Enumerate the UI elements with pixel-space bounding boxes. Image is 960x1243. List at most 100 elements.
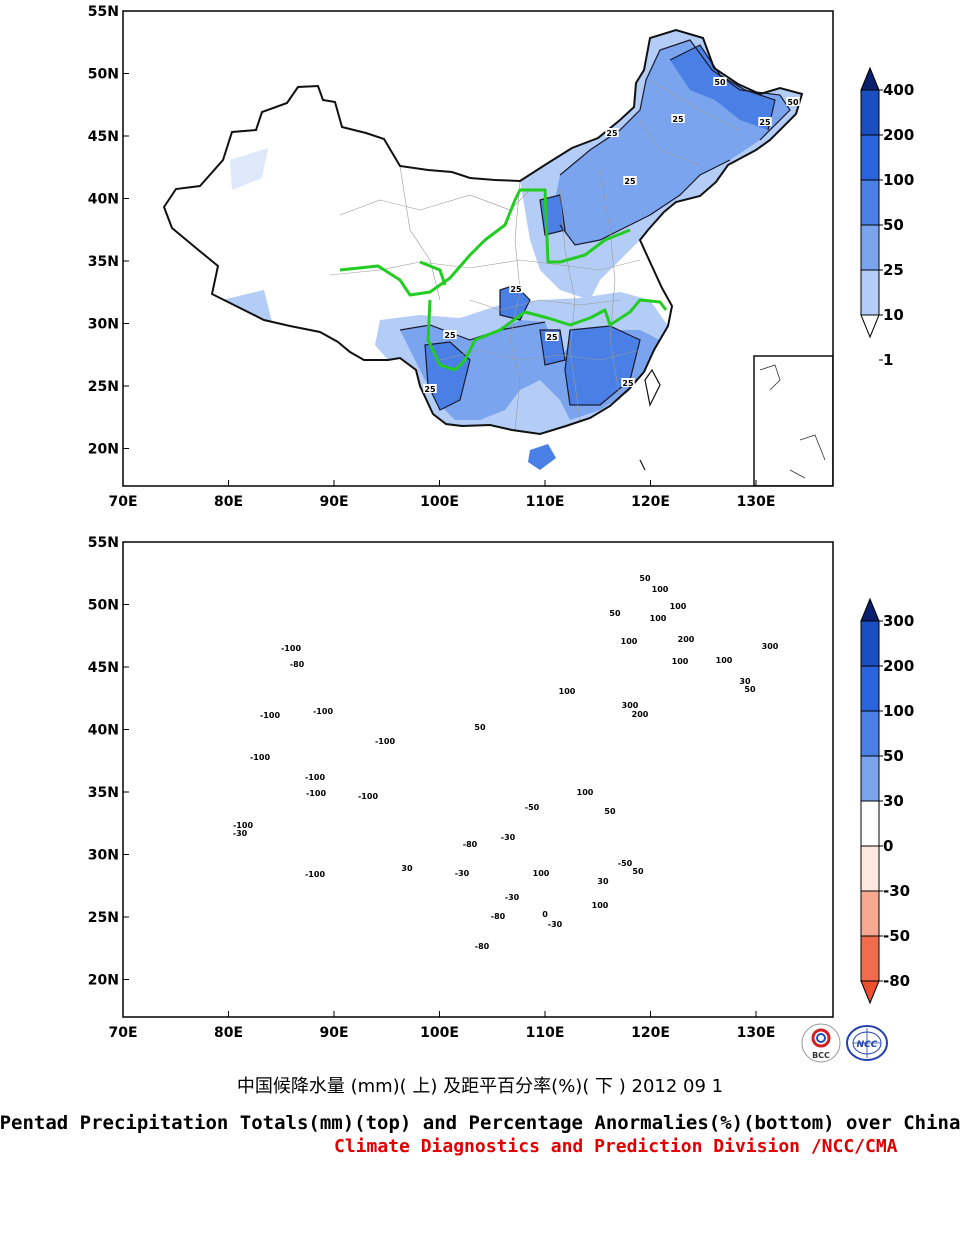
bottom-contour-label-bg bbox=[531, 868, 551, 877]
bottom-ytick-label: 45N bbox=[88, 660, 119, 676]
top-colorbar-label: 25 bbox=[883, 261, 904, 279]
bottom-contour-label-bg bbox=[608, 608, 622, 617]
bottom-contour-label: -100 bbox=[375, 737, 395, 746]
top-colorbar-box bbox=[860, 224, 880, 271]
top-ytick-label: 35N bbox=[88, 254, 119, 270]
top-contour-label-bg bbox=[758, 117, 772, 126]
bottom-ytick-label: 25N bbox=[88, 910, 119, 926]
top-xtick-label: 100E bbox=[420, 494, 459, 510]
top-y-axis: 55N 50N 45N 40N 35N 30N 25N 20N bbox=[88, 4, 129, 458]
top-contour-label: 25 bbox=[444, 331, 456, 340]
top-contour-label: 25 bbox=[606, 129, 618, 138]
top-colorbar-label: 10 bbox=[883, 306, 904, 324]
bottom-contour-label-bg bbox=[540, 909, 550, 918]
bottom-colorbar-label: -80 bbox=[883, 972, 910, 990]
bottom-contour-label: -100 bbox=[358, 792, 378, 801]
bottom-contour-label: 100 bbox=[670, 602, 687, 611]
bottom-contour-label: 100 bbox=[533, 869, 550, 878]
bottom-ytick-label: 20N bbox=[88, 973, 119, 989]
top-xtick-label: 120E bbox=[631, 494, 670, 510]
top-contour-label: 50 bbox=[787, 98, 799, 107]
top-xtick-label: 90E bbox=[319, 494, 348, 510]
bottom-colorbar-label: 200 bbox=[883, 657, 914, 675]
bottom-contour-label-bg bbox=[230, 828, 250, 837]
bottom-contour-label: -80 bbox=[491, 912, 506, 921]
bottom-contour-label-bg bbox=[502, 892, 522, 901]
bottom-contour-label-bg bbox=[575, 787, 595, 796]
top-contour-label-bg bbox=[713, 77, 727, 86]
bottom-contour-label: -100 bbox=[281, 644, 301, 653]
ncc-logo: NCC bbox=[846, 1025, 888, 1061]
bottom-colorbar-box bbox=[860, 755, 880, 802]
bottom-colorbar-label: -50 bbox=[883, 927, 910, 945]
bottom-contour-label: 30 bbox=[739, 677, 751, 686]
bottom-colorbar-box bbox=[860, 710, 880, 757]
top-colorbar: 400 200 100 50 25 10 1 bbox=[860, 66, 914, 369]
bottom-contour-label: -30 bbox=[233, 829, 248, 838]
bottom-xtick-label: 130E bbox=[737, 1025, 776, 1041]
top-contour-labels: 50 50 25 25 25 25 25 25 25 25 25 bbox=[423, 77, 800, 394]
bottom-contour-label: -80 bbox=[290, 660, 305, 669]
bottom-contour-label: -100 bbox=[233, 821, 253, 830]
bottom-xtick-label: 120E bbox=[631, 1025, 670, 1041]
top-xtick-label: 70E bbox=[108, 494, 137, 510]
bottom-contour-label-bg bbox=[743, 684, 757, 693]
top-ytick-label: 20N bbox=[88, 442, 119, 458]
top-colorbar-label: 400 bbox=[883, 81, 914, 99]
bottom-contour-label-bg bbox=[498, 832, 518, 841]
bottom-contour-label-bg bbox=[620, 700, 640, 709]
bottom-xtick-label: 80E bbox=[214, 1025, 243, 1041]
bottom-contour-label: 300 bbox=[762, 642, 779, 651]
bottom-contour-label: 200 bbox=[632, 710, 649, 719]
bottom-contour-label: -100 bbox=[260, 711, 280, 720]
bottom-colorbar-box bbox=[860, 620, 880, 667]
bottom-contour-label: -80 bbox=[475, 942, 490, 951]
bottom-colorbar-box bbox=[860, 665, 880, 712]
bottom-xtick-label: 90E bbox=[319, 1025, 348, 1041]
top-ytick-label: 30N bbox=[88, 317, 119, 333]
bottom-contour-label-bg bbox=[738, 676, 752, 685]
bottom-contour-label: -50 bbox=[525, 803, 540, 812]
bottom-contour-labels: -100-80-100 -100-100-100-100-100 -100-100-… bbox=[230, 573, 780, 951]
top-ytick-label: 45N bbox=[88, 129, 119, 145]
bottom-colorbar-label: 30 bbox=[883, 792, 904, 810]
panel-top-frame bbox=[122, 10, 834, 487]
bottom-colorbar-top-arrow bbox=[860, 597, 880, 622]
bottom-contour-label: 100 bbox=[672, 657, 689, 666]
bottom-contour-label: -100 bbox=[305, 870, 325, 879]
top-colorbar-box bbox=[860, 89, 880, 136]
bottom-contour-label: -80 bbox=[463, 840, 478, 849]
ncc-logo-text: NCC bbox=[857, 1040, 878, 1050]
bottom-contour-label: 100 bbox=[559, 687, 576, 696]
bottom-ytick-label: 30N bbox=[88, 848, 119, 864]
top-xtick-label: 110E bbox=[526, 494, 565, 510]
bcc-logo-text: BCC bbox=[812, 1051, 830, 1060]
top-colorbar-box bbox=[860, 134, 880, 181]
credit-line: Climate Diagnostics and Prediction Divis… bbox=[334, 1136, 898, 1157]
bottom-contour-label: 50 bbox=[609, 609, 621, 618]
bottom-contour-label-bg bbox=[676, 634, 696, 643]
top-colorbar-label: 200 bbox=[883, 126, 914, 144]
top-contour-label-bg bbox=[443, 330, 457, 339]
top-colorbar-box bbox=[860, 269, 880, 316]
bottom-contour-label-bg bbox=[557, 686, 577, 695]
top-xtick-label: 130E bbox=[737, 494, 776, 510]
precip-fill-layer bbox=[163, 29, 833, 486]
top-contour-label-bg bbox=[509, 284, 523, 293]
bottom-contour-label: -30 bbox=[548, 920, 563, 929]
yellow-river bbox=[339, 188, 631, 297]
top-colorbar-label: 1 bbox=[883, 351, 893, 369]
bottom-contour-label-bg bbox=[545, 919, 565, 928]
bottom-contour-label: 300 bbox=[622, 701, 639, 710]
top-colorbar-top-arrow bbox=[860, 66, 880, 91]
bottom-colorbar-box bbox=[860, 890, 880, 937]
bottom-contour-label-bg bbox=[522, 802, 542, 811]
bottom-contour-label: 100 bbox=[621, 637, 638, 646]
bottom-contour-label: 50 bbox=[632, 867, 644, 876]
bottom-contour-label-bg bbox=[460, 839, 480, 848]
bottom-contour-label-bg bbox=[356, 791, 380, 800]
bottom-contour-label-bg bbox=[631, 866, 645, 875]
top-contour-label-bg bbox=[671, 114, 685, 123]
